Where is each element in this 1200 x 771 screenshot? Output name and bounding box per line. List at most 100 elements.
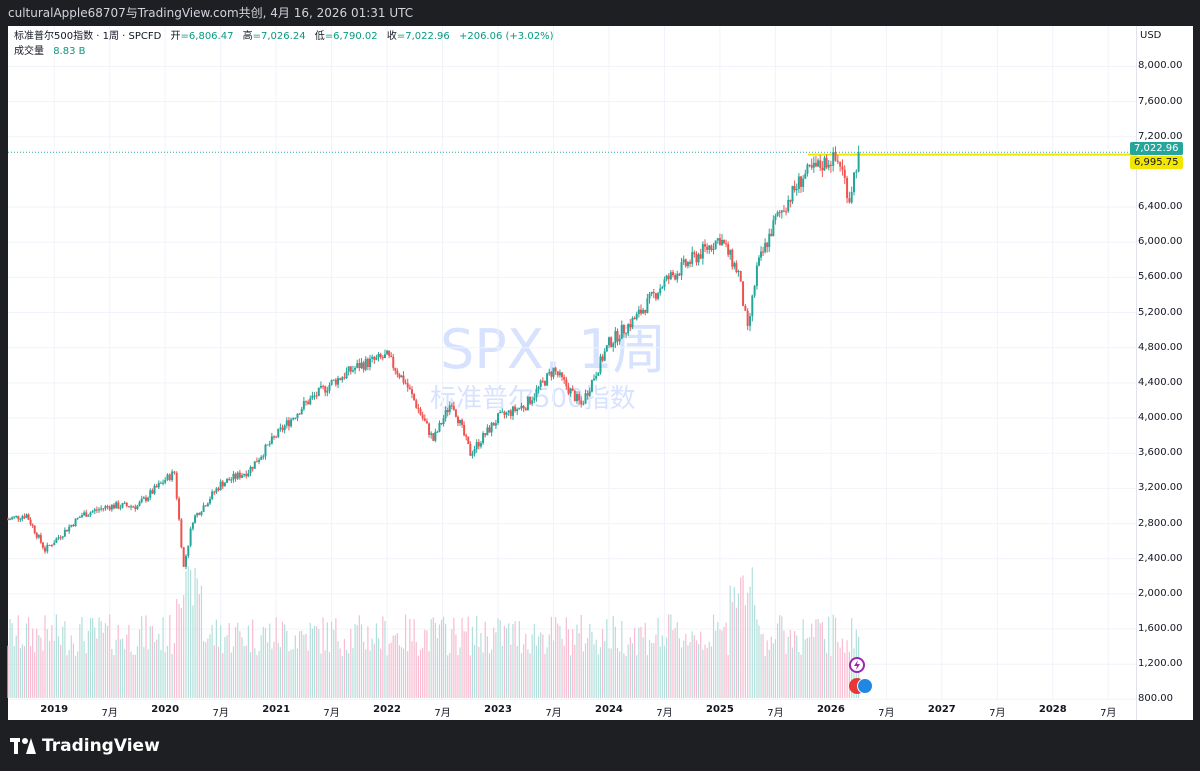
price-tick: 2,400.00 [1138,552,1183,564]
candle-body [15,515,18,517]
volume-bar [819,623,821,698]
candle-body [341,377,344,380]
candle-body [488,427,491,433]
alert-price-badge[interactable]: 6,995.75 [1130,156,1183,169]
lightning-icon[interactable] [849,657,865,673]
candle-body [9,519,12,521]
candle-body [597,372,600,376]
candle-body [834,152,837,161]
candle-body [622,324,625,334]
volume-bar [413,619,415,698]
close-label: 收 [386,31,397,42]
candle-body [661,286,664,289]
candle-body [499,411,502,414]
volume-bar [160,650,162,698]
candle-body [151,490,154,494]
candle-body [11,517,14,520]
volume-bar [145,615,147,698]
volume-bar [55,614,57,698]
volume-bar [544,653,546,698]
candle-body [454,409,457,417]
volume-bar [762,633,764,698]
volume-bar [766,640,768,698]
candle-body [322,385,325,387]
candle-body [599,356,602,373]
candle-body [142,497,145,499]
candle-body [171,471,174,481]
volume-bar [307,650,309,698]
candle-body [729,249,732,255]
candle-body [296,413,299,419]
volume-bar [299,631,301,698]
volume-bar [417,655,419,698]
volume-bar [25,623,28,698]
candle-body [541,380,544,382]
volume-bar [102,632,104,698]
candle-body [797,176,800,189]
tradingview-icon [10,738,36,754]
candle-body [173,471,176,473]
volume-bar [691,631,693,698]
time-tick: 7月 [545,708,562,719]
candle-body [565,379,568,387]
price-axis[interactable] [1136,26,1193,720]
volume-bar [354,623,356,698]
volume-bar [205,642,207,698]
candle-body [404,382,407,384]
candle-body [290,419,293,427]
chart-pane[interactable] [8,26,1136,720]
volume-bar [529,653,531,698]
volume-bar [294,635,296,698]
candle-body [410,389,413,395]
volume-bar [57,636,60,698]
candle-body [857,152,860,172]
volume-bar [548,634,550,698]
candle-body [228,479,231,481]
volume-bar [149,626,151,698]
volume-bar [281,621,284,698]
time-tick: 2027 [927,704,956,715]
volume-bar [572,629,574,698]
candle-body [605,345,608,352]
volume-bar [324,650,326,698]
candle-body [812,162,815,168]
volume-bar [104,623,107,698]
candle-body [654,293,657,299]
candle-body [509,410,512,416]
volume-bar [27,617,30,698]
volume-bar [787,636,789,698]
volume-bar [77,651,79,698]
candle-body [642,309,645,314]
volume-bar [697,644,700,698]
volume-bar [301,630,303,698]
volume-bar [552,640,555,698]
candle-body [689,261,692,264]
earnings-icon[interactable] [857,678,873,694]
currency-label[interactable]: USD [1140,30,1162,41]
volume-bar [141,616,143,698]
candle-body [446,409,449,413]
price-tick: 4,800.00 [1138,341,1183,353]
volume-bar [226,635,228,698]
volume-bar [411,641,413,698]
volume-bar [802,619,804,698]
volume-bar [593,644,595,698]
candle-body [191,522,194,529]
candle-body [360,362,363,369]
volume-bar [821,621,823,698]
candle-body [473,449,476,454]
volume-bar [537,636,540,698]
brand-name: TradingView [42,736,160,756]
candle-body [475,442,478,450]
candle-body [238,472,241,478]
candle-body [31,524,34,526]
volume-bar [198,594,200,698]
volume-bar [837,641,839,698]
candle-body [768,233,771,248]
time-tick: 2019 [40,704,69,715]
volume-bar [580,614,582,698]
candle-body [776,212,779,217]
volume-bar [350,629,352,698]
candle-body [215,488,218,493]
candle-body [841,166,844,170]
